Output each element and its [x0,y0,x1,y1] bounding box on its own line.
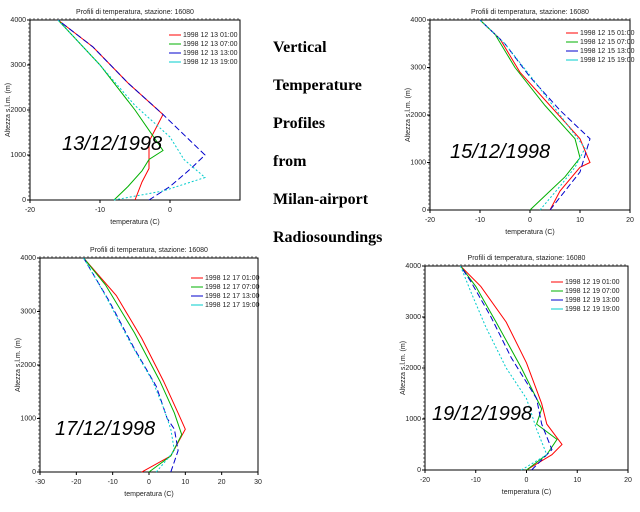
series-line [57,19,207,201]
y-axis-label: Altezza s.l.m. (m) [15,338,22,392]
y-tick-label: 0 [422,207,426,214]
series-line [57,19,206,201]
legend-entry: 1998 12 17 07:00 [205,284,260,291]
legend-entry: 1998 12 17 13:00 [205,293,260,300]
legend-entry: 1998 12 13 19:00 [183,59,238,66]
x-axis-label: temperatura (C) [124,491,173,498]
legend-entry: 1998 12 19 13:00 [565,297,620,304]
x-tick-label: -30 [35,479,45,486]
chart-title: Profili di temperatura, stazione: 16080 [468,255,586,262]
y-tick-label: 3000 [10,62,26,69]
series-line [460,265,548,471]
date-label: 17/12/1998 [55,418,155,440]
y-tick-label: 3000 [20,309,36,316]
date-label: 15/12/1998 [450,141,550,163]
legend-entry: 1998 12 19 01:00 [565,279,620,286]
legend-entry: 1998 12 13 13:00 [183,50,238,57]
legend-entry: 1998 12 13 01:00 [183,32,238,39]
y-tick-label: 3000 [410,65,426,72]
series-line [460,265,558,471]
date-label: 13/12/1998 [62,133,162,155]
x-axis-label: temperatura (C) [502,489,551,496]
y-tick-label: 4000 [405,263,421,270]
x-tick-label: 20 [626,217,634,224]
y-tick-label: 3000 [405,314,421,321]
y-tick-label: 2000 [410,112,426,119]
y-tick-label: 1000 [20,416,36,423]
series-line [460,265,563,471]
title-line: Radiosoundings [273,229,382,246]
y-axis-label: Altezza s.l.m. (m) [400,341,407,395]
legend-entry: 1998 12 17 19:00 [205,302,260,309]
x-tick-label: 0 [147,479,151,486]
y-tick-label: 0 [22,197,26,204]
x-tick-label: 10 [576,217,584,224]
series-line [479,19,591,211]
series-line [83,257,175,473]
title-line: from [273,153,307,170]
series-line [479,19,591,211]
y-tick-label: 1000 [405,416,421,423]
chart-title: Profili di temperatura, stazione: 16080 [90,247,208,254]
x-axis-label: temperatura (C) [505,229,554,236]
legend-entry: 1998 12 17 01:00 [205,275,260,282]
x-tick-label: 10 [573,477,581,484]
y-tick-label: 2000 [405,365,421,372]
x-tick-label: -20 [425,217,435,224]
y-tick-label: 1000 [410,160,426,167]
chart-title: Profili di temperatura, stazione: 16080 [471,9,589,16]
y-tick-label: 2000 [10,107,26,114]
x-tick-label: 30 [254,479,262,486]
y-tick-label: 2000 [20,362,36,369]
x-tick-label: 10 [181,479,189,486]
x-tick-label: 0 [168,207,172,214]
x-tick-label: -20 [420,477,430,484]
x-tick-label: -20 [71,479,81,486]
series-line [479,19,581,211]
x-tick-label: 20 [624,477,632,484]
date-label: 19/12/1998 [432,403,532,425]
figure-title: Vertical Temperature Profiles from Milan… [273,39,382,246]
x-tick-label: 0 [525,477,529,484]
legend-entry: 1998 12 19 19:00 [565,306,620,313]
legend-entry: 1998 12 19 07:00 [565,288,620,295]
chart-panel: -30 -20 -10 0 10 20 30 0 1000 2000 3000 4000 Profili… [15,247,262,498]
x-tick-label: -10 [95,207,105,214]
x-tick-label: 0 [528,217,532,224]
legend-entry: 1998 12 15 13:00 [580,48,635,55]
y-tick-label: 0 [417,467,421,474]
legend-entry: 1998 12 15 19:00 [580,57,635,64]
series-line [479,19,586,211]
series-line [57,19,164,201]
y-tick-label: 1000 [10,152,26,159]
chart-title: Profili di temperatura, stazione: 16080 [76,9,194,16]
y-axis-label: Altezza s.l.m. (m) [5,83,12,137]
x-tick-label: -10 [108,479,118,486]
title-line: Vertical [273,39,327,56]
x-tick-label: -10 [471,477,481,484]
legend-entry: 1998 12 13 07:00 [183,41,238,48]
y-tick-label: 4000 [410,17,426,24]
chart-panel: -20 -10 0 10 20 0 1000 2000 3000 4000 Profili di t… [400,255,632,496]
title-line: Temperature [273,77,362,94]
y-tick-label: 4000 [10,17,26,24]
title-line: Milan-airport [273,191,369,208]
title-line: Profiles [273,115,325,132]
chart-panel: -20 -10 0 0 1000 2000 3000 4000 Profili di tempe… [5,9,241,226]
series-line [57,19,164,201]
chart-panel: -20 -10 0 10 20 0 1000 2000 3000 4000 Profili di t… [405,9,635,236]
x-tick-label: 20 [218,479,226,486]
legend-entry: 1998 12 15 01:00 [580,30,635,37]
y-tick-label: 0 [32,469,36,476]
x-tick-label: -20 [25,207,35,214]
y-axis-label: Altezza s.l.m. (m) [405,88,412,142]
series-line [460,265,553,471]
x-tick-label: -10 [475,217,485,224]
y-tick-label: 4000 [20,255,36,262]
legend-entry: 1998 12 15 07:00 [580,39,635,46]
x-axis-label: temperatura (C) [110,219,159,226]
